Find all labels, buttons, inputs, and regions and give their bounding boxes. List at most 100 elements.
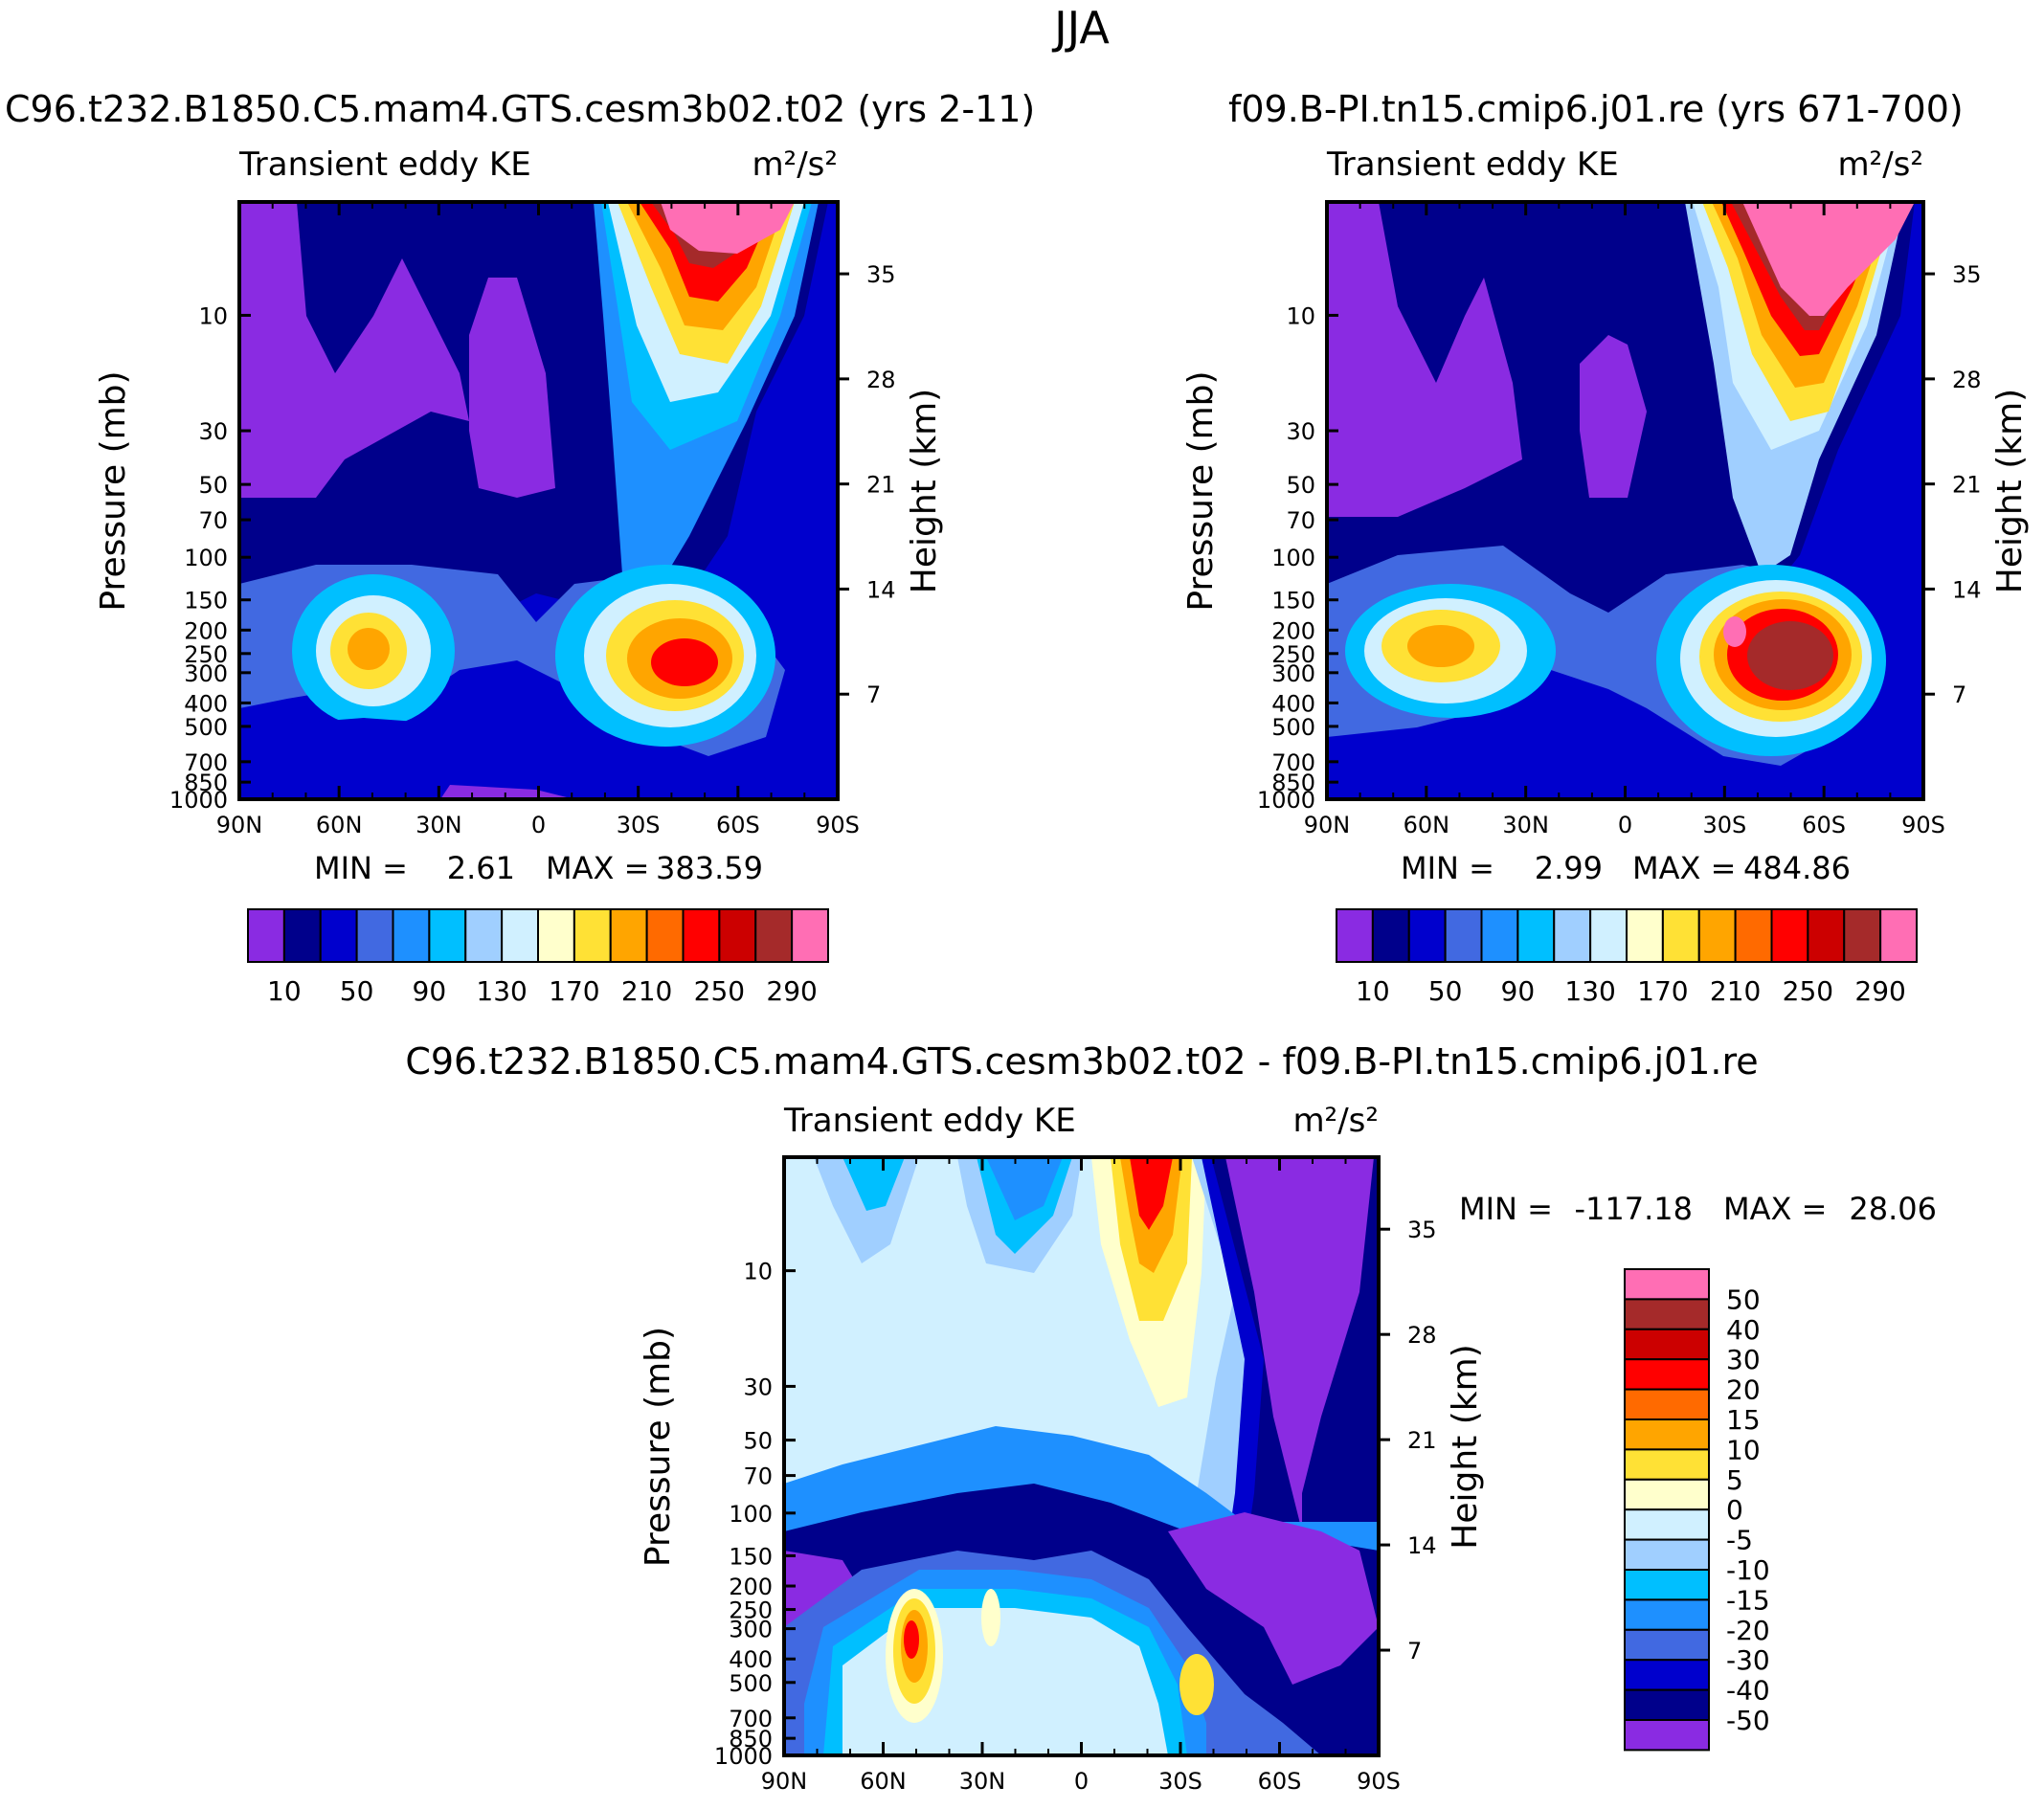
- y-tick-label: 100: [1271, 545, 1315, 571]
- colorbar-label: -50: [1726, 1705, 1770, 1736]
- colorbar-label: 250: [694, 975, 745, 1007]
- y-tick-label: 700: [184, 749, 228, 776]
- y-right-tick-label: 28: [1407, 1322, 1437, 1349]
- y-tick-label: 150: [1271, 588, 1315, 614]
- y-tick-label: 400: [184, 690, 228, 717]
- panel-2-title: f09.B-PI.tn15.cmip6.j01.re (yrs 671-700): [1228, 88, 1964, 130]
- y-tick-label: 70: [1286, 507, 1315, 534]
- y-right-tick-label: 35: [866, 261, 896, 288]
- colorbar-swatch: [1624, 1719, 1710, 1752]
- panel-3-contours: [784, 1157, 1379, 1755]
- y-tick-label: 10: [1286, 302, 1315, 329]
- y-tick-label: 150: [184, 588, 228, 614]
- colorbar-swatch: [1624, 1328, 1710, 1361]
- colorbar-label: 15: [1726, 1404, 1761, 1436]
- x-tick-label: 30N: [959, 1768, 1006, 1795]
- panel-2-units: m²/s²: [1837, 145, 1923, 184]
- y-tick-label: 850: [184, 770, 228, 796]
- colorbar-swatch: [1624, 1569, 1710, 1601]
- y-tick-label: 300: [729, 1617, 773, 1643]
- colorbar-label: 10: [1726, 1434, 1761, 1465]
- y-right-axis-label: Height (km): [905, 389, 944, 593]
- y-right-tick-label: 21: [866, 472, 896, 499]
- colorbar-swatch: [1626, 908, 1664, 963]
- y-tick-label: 30: [743, 1374, 773, 1400]
- y-tick-label: 100: [184, 545, 228, 571]
- y-tick-label: 1000: [714, 1743, 773, 1770]
- x-tick-label: 60S: [1802, 812, 1846, 838]
- y-tick-label: 50: [1286, 472, 1315, 499]
- y-tick-label: 250: [184, 641, 228, 668]
- colorbar-label: 170: [549, 975, 599, 1007]
- colorbar-swatch: [355, 908, 394, 963]
- y-right-axis-label: Height (km): [1990, 389, 2030, 593]
- y-tick-label: 1000: [169, 787, 228, 814]
- panel-1-field-label: Transient eddy KE: [238, 145, 531, 184]
- colorbar-label: -20: [1726, 1615, 1770, 1646]
- x-tick-label: 60N: [1404, 812, 1450, 838]
- panel-2-min-value: 2.99: [1535, 850, 1603, 886]
- colorbar-label: 0: [1726, 1494, 1743, 1526]
- colorbar-swatch: [1589, 908, 1628, 963]
- colorbar-label: 5: [1726, 1464, 1743, 1496]
- colorbar-swatch: [754, 908, 794, 963]
- colorbar-swatch: [1807, 908, 1846, 963]
- y-tick-label: 70: [743, 1463, 773, 1490]
- y-tick-label: 400: [729, 1646, 773, 1673]
- y-tick-label: 150: [729, 1543, 773, 1570]
- colorbar-label: 90: [1501, 975, 1536, 1007]
- colorbar-swatch: [1624, 1448, 1710, 1481]
- x-tick-label: 60N: [316, 812, 363, 838]
- y-tick-label: 200: [1271, 617, 1315, 644]
- y-axis-label: Pressure (mb): [639, 1327, 678, 1567]
- panel-1-title: C96.t232.B1850.C5.mam4.GTS.cesm3b02.t02 …: [5, 88, 1035, 130]
- colorbar-swatch: [1553, 908, 1592, 963]
- y-tick-label: 50: [743, 1428, 773, 1455]
- colorbar-label: 50: [1726, 1284, 1761, 1315]
- colorbar-swatch: [1624, 1268, 1710, 1301]
- colorbar-swatch: [392, 908, 431, 963]
- panel-2-max-value: 484.86: [1743, 850, 1851, 886]
- colorbar-swatch: [428, 908, 467, 963]
- y-tick-label: 850: [729, 1726, 773, 1753]
- x-tick-label: 60N: [860, 1768, 907, 1795]
- colorbar-swatch: [1624, 1358, 1710, 1391]
- y-tick-label: 70: [198, 507, 228, 534]
- colorbar-label: 50: [1428, 975, 1463, 1007]
- y-right-tick-label: 21: [1407, 1427, 1437, 1454]
- colorbar-label: 210: [1710, 975, 1761, 1007]
- colorbar-swatch: [1624, 1659, 1710, 1691]
- colorbar-label: 130: [476, 975, 527, 1007]
- y-tick-label: 30: [198, 418, 228, 445]
- y-tick-label: 400: [1271, 690, 1315, 717]
- colorbar-swatch: [1444, 908, 1483, 963]
- colorbar-label: 290: [766, 975, 817, 1007]
- y-right-tick-label: 14: [1407, 1532, 1437, 1559]
- y-right-tick-label: 35: [1407, 1217, 1437, 1243]
- colorbar-swatch: [319, 908, 358, 963]
- colorbar-swatch: [1624, 1538, 1710, 1571]
- y-right-tick-label: 7: [1407, 1638, 1422, 1664]
- colorbar-label: 20: [1726, 1374, 1761, 1406]
- panel-3-min-label: MIN =: [1459, 1191, 1553, 1227]
- panel-1-max-value: 383.59: [656, 850, 763, 886]
- panel-3-field-label: Transient eddy KE: [783, 1102, 1076, 1140]
- colorbar-label: 30: [1726, 1344, 1761, 1375]
- panel-2-colorbar: 10 50 90 130 170 210 250 290: [1336, 908, 1918, 1007]
- colorbar-swatch: [718, 908, 757, 963]
- colorbar-label: 170: [1637, 975, 1688, 1007]
- panel-3-units: m²/s²: [1292, 1102, 1379, 1140]
- colorbar-label: 10: [1356, 975, 1390, 1007]
- x-tick-label: 0: [531, 812, 546, 838]
- x-tick-label: 30S: [1158, 1768, 1202, 1795]
- y-tick-label: 500: [729, 1670, 773, 1697]
- y-tick-label: 200: [729, 1574, 773, 1600]
- y-tick-label: 10: [743, 1259, 773, 1285]
- colorbar-swatch: [1624, 1628, 1710, 1662]
- colorbar-swatch: [573, 908, 612, 963]
- colorbar-label: 250: [1783, 975, 1833, 1007]
- colorbar-swatch: [1661, 908, 1700, 963]
- x-tick-label: 30S: [617, 812, 661, 838]
- x-tick-label: 90S: [816, 812, 860, 838]
